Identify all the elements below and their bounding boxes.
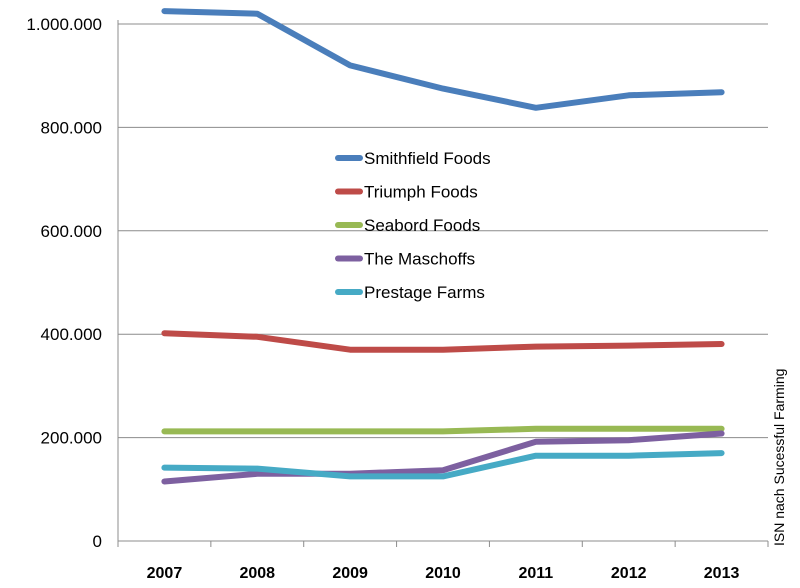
series-line-prestage-farms: [161, 450, 725, 480]
y-tick-label: 200.000: [41, 429, 102, 448]
x-axis-tick-labels: 2007 2008 2009 2010 2011 2012 2013: [147, 565, 740, 582]
x-tick-label: 2009: [332, 565, 368, 582]
series-line-triumph-foods: [161, 330, 725, 353]
x-tick-label: 2013: [704, 565, 740, 582]
y-tick-label: 400.000: [41, 325, 102, 344]
legend: Smithfield Foods Triumph Foods Seabord Foo…: [335, 149, 491, 302]
series-line-the-maschoffs: [161, 430, 725, 485]
legend-label: Triumph Foods: [364, 183, 478, 202]
y-tick-label: 600.000: [41, 222, 102, 241]
legend-label: Prestage Farms: [364, 283, 485, 302]
series-line-seabord-foods: [161, 425, 725, 435]
axes: [117, 20, 769, 547]
x-tick-label: 2007: [147, 565, 183, 582]
legend-label: The Maschoffs: [364, 250, 475, 269]
source-note: ISN nach Sucessful Farming: [771, 369, 787, 546]
y-tick-label: 0: [93, 532, 102, 551]
legend-label: Seabord Foods: [364, 216, 480, 235]
x-tick-label: 2008: [239, 565, 275, 582]
x-tick-label: 2011: [518, 565, 553, 582]
series-line-smithfield-foods: [161, 8, 725, 111]
legend-label: Smithfield Foods: [364, 149, 491, 168]
y-axis-tick-labels: 0 200.000 400.000 600.000 800.000 1.000.000: [26, 15, 102, 551]
y-tick-label: 1.000.000: [26, 15, 102, 34]
series-lines: [161, 8, 725, 485]
x-tick-label: 2012: [611, 565, 647, 582]
x-tick-label: 2010: [425, 565, 461, 582]
y-tick-label: 800.000: [41, 118, 102, 137]
